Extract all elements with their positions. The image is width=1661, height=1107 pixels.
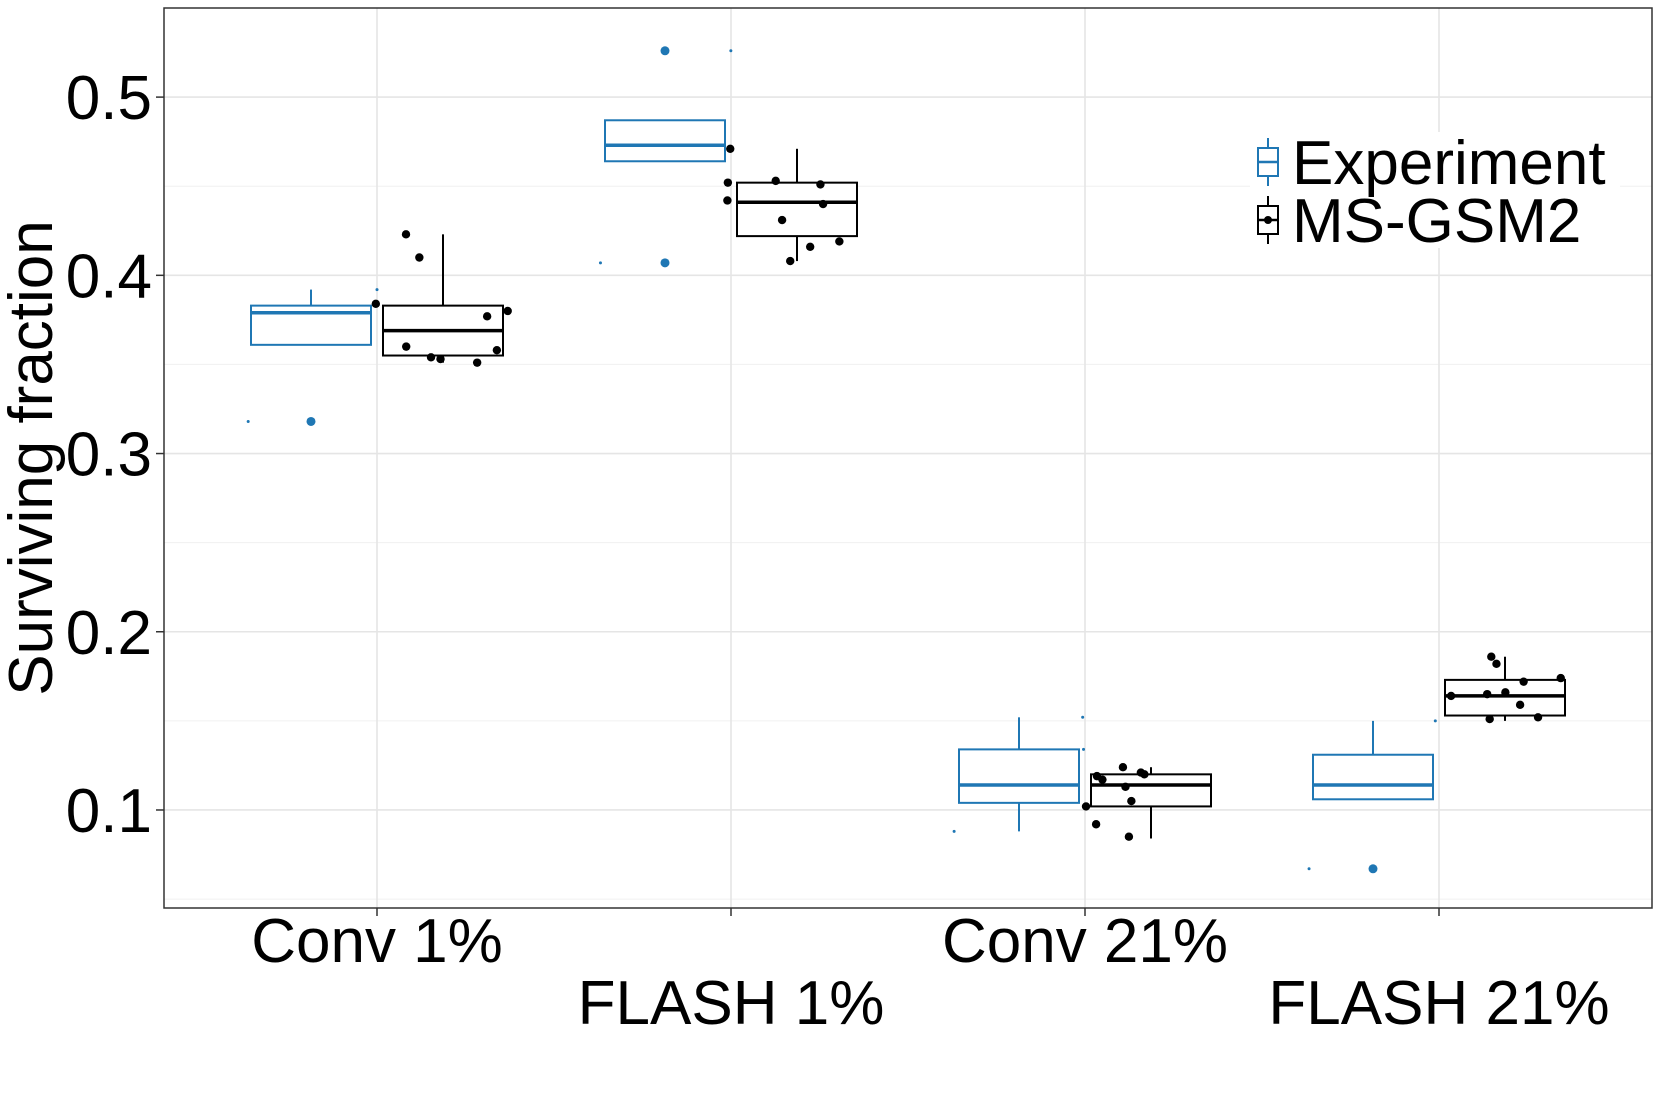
x-tick-label: Conv 21% <box>942 907 1228 976</box>
box <box>1090 773 1212 808</box>
y-tick-label: 0.4 <box>66 242 152 311</box>
outlier-point <box>660 46 670 56</box>
data-point <box>371 299 381 309</box>
data-point <box>771 176 780 186</box>
jitter-dot <box>952 829 956 833</box>
data-point <box>805 242 815 252</box>
data-point <box>777 215 787 225</box>
data-point <box>786 256 795 266</box>
data-point <box>816 180 825 189</box>
data-point <box>1118 763 1128 772</box>
y-tick-label: 0.5 <box>66 64 152 133</box>
data-point <box>402 342 411 351</box>
data-point <box>818 199 828 209</box>
legend-label: Experiment <box>1292 129 1606 198</box>
data-point <box>503 306 512 316</box>
data-point <box>482 312 492 321</box>
data-point <box>1556 673 1565 683</box>
data-point <box>723 178 733 187</box>
jitter-dot <box>375 288 379 292</box>
data-point <box>1140 770 1149 779</box>
data-point <box>472 358 482 367</box>
box <box>736 181 858 238</box>
data-point <box>1098 775 1107 784</box>
jitter-dot <box>246 419 250 423</box>
data-point <box>1124 832 1134 841</box>
data-point <box>1482 689 1492 699</box>
data-point <box>1492 659 1501 669</box>
series-ms-gsm2 <box>371 144 1566 841</box>
x-tick-label: FLASH 21% <box>1268 969 1609 1038</box>
panel-border <box>163 7 1653 909</box>
jitter-dot <box>1081 715 1085 719</box>
data-point <box>1487 652 1496 661</box>
y-tick-label: 0.3 <box>66 421 152 490</box>
data-point <box>1485 714 1494 724</box>
legend-item-experiment: Experiment <box>1257 129 1606 198</box>
box <box>1444 678 1566 717</box>
data-point <box>1533 713 1543 722</box>
data-point <box>1519 677 1528 686</box>
data-point <box>1091 820 1101 829</box>
data-point <box>1081 802 1091 811</box>
jitter-dot <box>1082 747 1086 751</box>
legend-label: MS-GSM2 <box>1292 187 1581 256</box>
jitter-dot <box>598 261 602 265</box>
outlier-point <box>1368 864 1378 874</box>
outlier-point <box>306 416 316 426</box>
data-point <box>1515 700 1525 710</box>
data-point <box>1121 782 1130 792</box>
jitter-dot <box>1433 719 1437 723</box>
x-tick-label: Conv 1% <box>251 907 503 976</box>
data-point <box>1501 688 1510 697</box>
box <box>958 748 1080 804</box>
box <box>604 119 726 163</box>
data-point <box>723 196 732 205</box>
x-tick-label: FLASH 1% <box>578 969 885 1038</box>
legend-key-point <box>1264 216 1272 224</box>
data-point <box>492 345 502 355</box>
y-tick-label: 0.1 <box>66 777 152 846</box>
y-axis: 0.1 0.2 0.3 0.4 0.5 <box>66 64 164 846</box>
outlier-point <box>660 258 670 268</box>
box <box>1312 753 1434 801</box>
data-point <box>1446 691 1456 701</box>
data-point <box>426 353 436 362</box>
legend-item-ms-gsm2: MS-GSM2 <box>1257 187 1581 256</box>
jitter-dot <box>1307 867 1311 871</box>
data-point <box>726 144 735 153</box>
legend-background <box>1250 132 1620 248</box>
data-point <box>401 230 411 239</box>
data-point <box>415 253 424 262</box>
data-point <box>1127 796 1136 806</box>
x-axis: Conv 1% FLASH 1% Conv 21% FLASH 21% <box>251 907 1609 1038</box>
series-experiment <box>246 46 1437 874</box>
data-point <box>835 237 844 246</box>
data-point <box>436 354 445 364</box>
y-axis-title: Surviving fraction <box>0 220 66 696</box>
box-series <box>246 46 1566 874</box>
jitter-dot <box>729 49 733 53</box>
y-tick-label: 0.2 <box>66 599 152 668</box>
